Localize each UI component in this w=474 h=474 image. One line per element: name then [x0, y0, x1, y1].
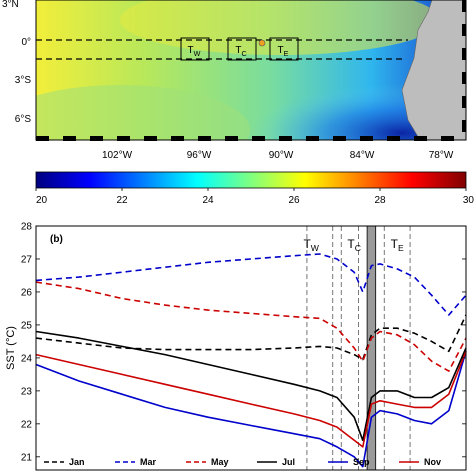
series-line-may	[35, 281, 467, 372]
series-line-sep	[35, 351, 467, 468]
land-mass	[401, 0, 466, 140]
y-tick-label: 23	[21, 386, 33, 397]
colorbar-tick-label: 22	[116, 195, 128, 206]
series-line-jan	[35, 314, 467, 361]
lon-label: 102°W	[102, 150, 133, 161]
region-label-e: TE	[391, 237, 404, 253]
y-tick-label: 26	[21, 287, 33, 298]
region-box-c	[227, 37, 257, 61]
region-box-label: TW	[188, 45, 201, 58]
y-tick-label: 28	[21, 222, 33, 233]
colorbar-tick-label: 30	[463, 195, 474, 206]
lon-label: 84°W	[350, 150, 375, 161]
cold-tongue	[36, 0, 466, 140]
y-tick-label: 22	[21, 419, 33, 430]
lon-label: 90°W	[269, 150, 294, 161]
region-label-w: TW	[303, 237, 319, 253]
y-tick-label: 25	[21, 320, 33, 331]
lon-label: 96°W	[187, 150, 212, 161]
map-frame	[35, 0, 467, 141]
colorbar-tick-label: 20	[36, 195, 48, 206]
colorbar-tick-label: 28	[374, 195, 386, 206]
y-tick-label: 27	[21, 254, 33, 265]
colorbar-tick-label: 24	[202, 195, 214, 206]
y-axis-label: SST (°C)	[5, 326, 17, 370]
series-line-nov	[35, 351, 467, 448]
legend-label: Mar	[140, 457, 157, 467]
region-label-c: TC	[347, 237, 361, 253]
region-box-e	[269, 37, 299, 61]
lat-label: 6°S	[15, 114, 32, 125]
sst-line-chart: TW TC TE 21 22 23 24 25 26 27 28 SST (°C) (b) Jan Ma…	[5, 222, 467, 471]
lat-label: 0°	[21, 37, 31, 48]
region-box-label: TE	[278, 45, 289, 58]
series-line-jul	[35, 330, 467, 442]
chart-frame	[35, 225, 467, 471]
legend-label: Jan	[69, 457, 85, 467]
y-tick-label: 21	[21, 452, 33, 463]
sst-map: TW TC TE 0° 3°S 6°S 102°W 96°W 90°W 84°W 78°W 3°N	[2, 0, 467, 161]
colorbar-gradient	[35, 171, 467, 189]
lat-label: 3°S	[15, 75, 32, 86]
lat-label-top: 3°N	[2, 0, 19, 10]
colorbar-tick-label: 26	[288, 195, 300, 206]
legend-label: Jul	[282, 457, 295, 467]
panel-label: (b)	[50, 234, 63, 245]
y-tick-label: 24	[21, 353, 33, 364]
legend-label: Sep	[353, 457, 370, 467]
galapagos-islands	[258, 39, 266, 47]
colorbar: 20 22 24 26 28 30	[35, 171, 474, 206]
region-box-label: TC	[235, 45, 246, 58]
series-line-mar	[35, 253, 467, 316]
legend-label: May	[211, 457, 229, 467]
lon-label: 78°W	[429, 150, 454, 161]
legend-label: Nov	[424, 457, 441, 467]
region-box-w	[180, 37, 210, 61]
